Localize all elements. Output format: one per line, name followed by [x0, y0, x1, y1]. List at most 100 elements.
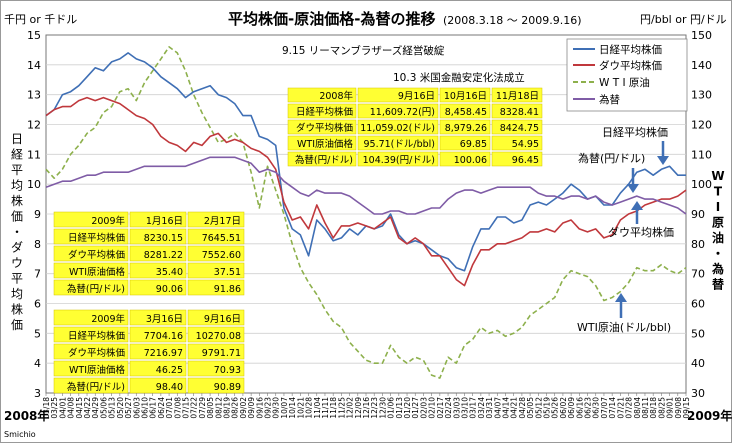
table-1-cell: 8281.22	[144, 250, 183, 261]
table-0-cell-bg	[439, 119, 491, 135]
x-tick-label: 01/13	[395, 397, 404, 419]
table-1-cell: 90.06	[156, 284, 183, 295]
x-tick-label: 05/05	[526, 397, 535, 419]
x-tick-label: 06/03	[132, 397, 141, 419]
left-axis-title-char: ウ	[11, 256, 23, 270]
left-axis-title-char: 価	[11, 210, 23, 224]
right-tick-label: 40	[691, 357, 705, 370]
table-2-cell: 7216.97	[144, 348, 183, 359]
table-2-cell-bg	[187, 343, 245, 360]
table-1-cell-bg	[129, 211, 187, 228]
right-tick-label: 50	[691, 327, 705, 340]
chart-period: (2008.3.18 〜 2009.9.16)	[443, 14, 582, 27]
x-tick-label: 07/22	[190, 397, 199, 419]
x-tick-label: 10/14	[288, 397, 297, 419]
right-tick-label: 70	[691, 268, 705, 281]
x-tick-label: 04/07	[493, 397, 502, 419]
table-0-cell-bg	[439, 151, 491, 167]
x-tick-label: 09/02	[239, 397, 248, 419]
x-tick-label: 07/14	[608, 397, 617, 419]
right-tick-label: 120	[691, 119, 712, 132]
x-tick-label: 11/18	[329, 397, 338, 419]
x-tick-label: 02/03	[419, 397, 428, 419]
table-2-cell-bg	[187, 360, 245, 377]
x-tick-label: 08/18	[649, 397, 658, 419]
x-tick-label: 08/04	[633, 397, 642, 419]
right-axis: 30 40 50 60 70 80 90 100 110 120 130 140 150	[691, 29, 712, 400]
table-0-cell-bg	[439, 135, 491, 151]
table-1-cell-bg	[53, 228, 129, 245]
series-line-2	[45, 46, 687, 379]
table-0-cell-bg	[491, 119, 543, 135]
table-0-cell: 日経平均株価	[296, 106, 354, 118]
x-tick-label: 07/01	[165, 397, 174, 419]
table-1-cell-bg	[53, 211, 129, 228]
annotation-dow: ダウ平均株価	[608, 225, 674, 239]
x-tick-label: 03/31	[485, 397, 494, 419]
x-tick-label: 06/09	[567, 397, 576, 419]
x-tick-label: 04/08	[67, 397, 76, 419]
x-tick-label: 09/15	[682, 397, 691, 419]
table-2-cell-bg	[53, 309, 129, 326]
x-tick-label: 01/06	[387, 397, 396, 419]
left-axis: 3 4 5 6 7 8 9 10 11 12 13 14 15	[27, 29, 41, 400]
x-tick-label: 12/23	[370, 397, 379, 419]
table-0-cell: 8,458.45	[445, 107, 487, 118]
arrow-dow	[631, 201, 643, 224]
year-end-label: 2009年	[687, 408, 732, 423]
table-1-cell-bg	[187, 245, 245, 262]
table-1-cell: 7552.60	[202, 250, 241, 261]
x-tick-label: 05/20	[116, 397, 125, 419]
table-0-cell-bg	[491, 103, 543, 119]
x-tick-label: 03/18	[42, 397, 51, 419]
x-tick-label: 04/21	[510, 397, 519, 419]
table-1-cell: 37.51	[214, 267, 241, 278]
left-tick-label: 11	[27, 148, 41, 161]
table-0-cell-bg	[287, 103, 357, 119]
right-axis-title-char: 原	[712, 216, 724, 230]
x-tick-label: 07/15	[181, 397, 190, 419]
table-1-cell-bg	[187, 228, 245, 245]
x-tick-label: 04/15	[75, 397, 84, 419]
left-axis-title: 日経平均株価・ダウ平均株価	[11, 132, 23, 332]
left-tick-label: 9	[34, 208, 41, 221]
table-0-cell-bg	[357, 103, 439, 119]
x-tick-label: 07/28	[625, 397, 634, 419]
table-0-cell: 9月16日	[398, 91, 435, 102]
x-tick-label: 04/29	[91, 397, 100, 419]
table-2-cell: 3月16日	[146, 314, 183, 325]
x-tick-label: 02/10	[428, 397, 437, 419]
table-2-cell-bg	[129, 343, 187, 360]
x-tick-label: 02/17	[436, 397, 445, 419]
table-0-cell-bg	[439, 87, 491, 103]
table-2-cell: 7704.16	[144, 331, 183, 342]
annotation-eesa: 10.3 米国金融安定化法成立	[393, 71, 525, 84]
x-tick-label: 06/30	[592, 397, 601, 419]
table-2-cell-bg	[53, 360, 129, 377]
right-tick-label: 80	[691, 238, 705, 251]
x-tick-label: 09/01	[666, 397, 675, 419]
table-0-cell-bg	[357, 87, 439, 103]
credit-label: Smichio	[4, 430, 36, 439]
x-tick-label: 05/06	[99, 397, 108, 419]
right-axis-title-char: ・	[712, 247, 724, 261]
table-2-cell: 46.25	[156, 365, 183, 376]
table-2-cell: 9月16日	[204, 314, 241, 325]
table-1-cell-bg	[187, 262, 245, 279]
table-0-cell: WTI原油価格	[297, 138, 353, 150]
table-2-cell: 98.40	[156, 382, 183, 393]
x-tick-label: 08/05	[206, 397, 215, 419]
left-tick-label: 10	[27, 178, 41, 191]
table-1-cell: 為替(円/ドル)	[67, 283, 125, 295]
table-0-cell-bg	[491, 151, 543, 167]
table-0-cell: 8424.75	[500, 123, 539, 134]
x-tick-label: 04/01	[58, 397, 67, 419]
left-axis-title-char: 均	[11, 287, 23, 301]
table-1-cell-bg	[129, 279, 187, 296]
table-0-cell: 8328.41	[500, 107, 539, 118]
x-tick-label: 05/27	[124, 397, 133, 419]
table-1-cell: 7645.51	[202, 233, 241, 244]
x-tick-label: 10/21	[296, 397, 305, 419]
table-1-cell: 91.86	[214, 284, 241, 295]
